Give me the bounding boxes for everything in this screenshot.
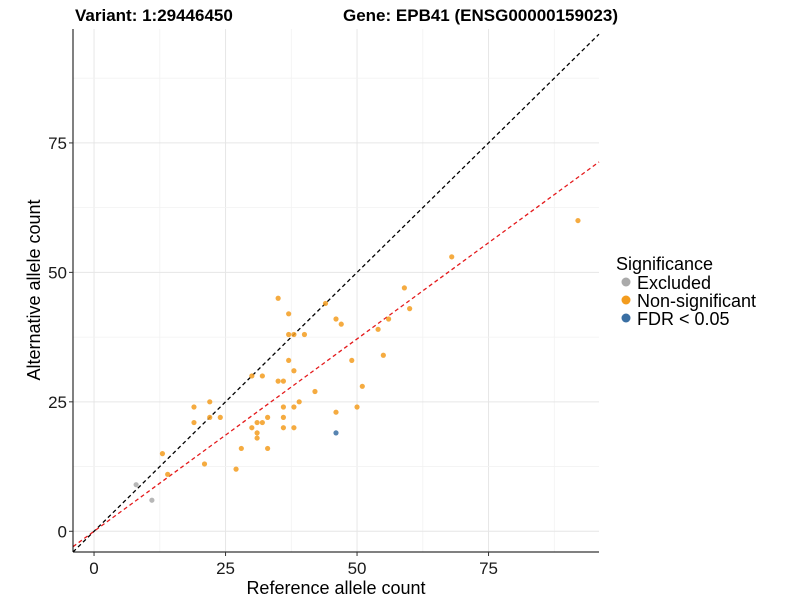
reference-line	[72, 161, 600, 548]
data-point	[275, 295, 281, 301]
data-point	[286, 311, 292, 317]
data-point	[207, 414, 213, 420]
legend: Significance ExcludedNon-significantFDR …	[616, 254, 756, 329]
data-point	[259, 373, 265, 379]
data-point	[291, 368, 297, 374]
data-point	[165, 471, 171, 477]
data-point	[354, 404, 360, 410]
legend-swatch	[621, 295, 631, 305]
y-axis-title: Alternative allele count	[24, 199, 44, 380]
data-point	[280, 414, 286, 420]
plot-title-gene: Gene: EPB41 (ENSG00000159023)	[343, 6, 618, 25]
legend-swatch	[621, 277, 631, 287]
data-point	[254, 419, 260, 426]
data-point	[407, 306, 413, 312]
x-tick-label: 25	[216, 559, 235, 578]
data-point	[254, 435, 260, 441]
data-point	[259, 419, 265, 426]
y-tick-label: 0	[58, 522, 67, 541]
data-point	[265, 414, 271, 420]
data-point	[375, 326, 381, 332]
data-point	[254, 430, 260, 436]
y-tick-label: 75	[48, 134, 67, 153]
reference-lines	[72, 33, 600, 553]
data-point	[286, 331, 292, 338]
legend-swatch	[621, 313, 631, 323]
data-point	[386, 316, 392, 322]
x-tick-label: 0	[89, 559, 98, 578]
legend-label: Excluded	[637, 273, 711, 293]
data-point	[159, 451, 166, 457]
plot-title-variant: Variant: 1:29446450	[75, 6, 233, 25]
data-point	[217, 414, 223, 420]
data-point	[449, 254, 455, 260]
data-point	[238, 445, 244, 452]
x-tick-label: 75	[479, 559, 498, 578]
data-point	[291, 404, 297, 410]
data-point	[349, 357, 355, 364]
data-point	[275, 378, 281, 384]
data-points	[133, 217, 581, 503]
data-point	[201, 461, 208, 467]
legend-label: FDR < 0.05	[637, 309, 730, 329]
data-point	[286, 357, 292, 364]
data-point	[280, 425, 286, 431]
data-point	[133, 482, 139, 488]
axes	[72, 29, 599, 553]
data-point	[280, 378, 286, 384]
y-tick-label: 50	[48, 263, 67, 282]
data-point	[333, 316, 339, 322]
data-point	[338, 321, 344, 327]
data-point	[322, 300, 329, 307]
data-point	[249, 425, 255, 431]
data-point	[233, 466, 239, 472]
data-point	[249, 373, 255, 379]
legend-title: Significance	[616, 254, 713, 274]
data-point	[265, 445, 271, 452]
data-point	[149, 497, 155, 503]
data-point	[401, 285, 407, 291]
data-point	[359, 383, 365, 389]
data-point	[207, 399, 213, 405]
data-point	[191, 419, 197, 426]
data-point	[296, 399, 302, 405]
data-point	[291, 331, 297, 338]
y-tick-label: 25	[48, 393, 67, 412]
legend-label: Non-significant	[637, 291, 756, 311]
reference-line	[72, 33, 600, 553]
x-axis-title: Reference allele count	[246, 578, 425, 598]
data-point	[301, 331, 308, 338]
data-point	[280, 404, 286, 410]
data-point	[333, 409, 339, 415]
data-point	[291, 425, 297, 431]
data-point	[575, 217, 581, 224]
data-point	[333, 430, 339, 436]
x-tick-label: 50	[348, 559, 367, 578]
data-point	[380, 352, 386, 358]
data-point	[312, 388, 318, 395]
ticks: 0 25 50 75 0 25 50 75	[48, 134, 498, 578]
data-point	[191, 404, 197, 410]
grid	[73, 29, 599, 552]
